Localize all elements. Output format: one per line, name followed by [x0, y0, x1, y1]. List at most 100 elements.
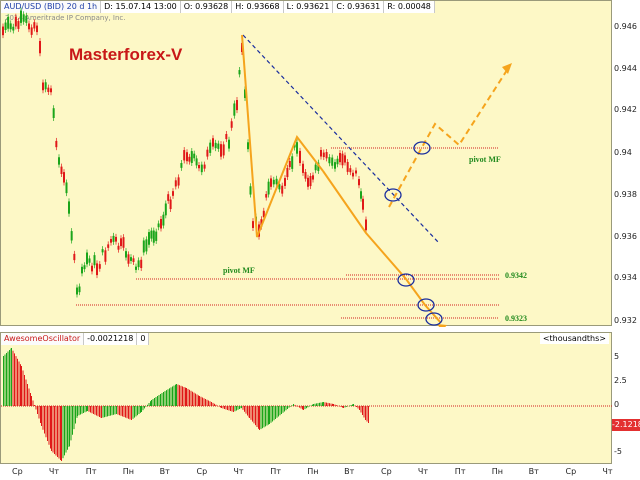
candle-body	[217, 143, 220, 149]
oscillator-pane[interactable]: AwesomeOscillator -0.0021218 0 <thousand…	[0, 332, 613, 465]
time-tick: Пт	[85, 467, 97, 476]
oscillator-bar	[353, 404, 354, 406]
oscillator-bar	[157, 396, 158, 406]
candle-body	[150, 230, 153, 239]
oscillator-unit: <thousandths>	[539, 333, 609, 344]
oscillator-bar	[172, 386, 173, 406]
candle-body	[358, 179, 360, 186]
oscillator-bar	[135, 406, 137, 417]
candle-body	[180, 163, 183, 168]
oscillator-bar	[354, 405, 356, 406]
oscillator-bar	[189, 389, 190, 406]
candle-body	[47, 87, 50, 92]
oscillator-bar	[316, 403, 317, 406]
candle-body	[73, 253, 76, 261]
candle-body	[247, 142, 249, 150]
oscillator-bar	[304, 406, 306, 410]
candle-body	[9, 23, 12, 30]
oscillator-bar	[192, 391, 193, 406]
oscillator-bar	[282, 406, 284, 413]
candle-body	[155, 231, 158, 241]
candle-body	[188, 156, 191, 162]
oscillator-bar	[214, 403, 215, 406]
oscillator-bar	[209, 401, 211, 406]
oscillator-bar	[217, 405, 218, 407]
candle-body	[145, 239, 148, 252]
candle-body	[88, 258, 91, 263]
price-tick: 0.934	[614, 273, 637, 282]
oscillator-bar	[111, 406, 113, 416]
candle-body	[228, 139, 230, 149]
candle-body	[112, 235, 115, 242]
time-axis[interactable]: Ср Чт Пт Пн Вт Ср Чт Пт Пн Вт Ср Чт Пт Пн Вт Ср Чт	[0, 465, 613, 480]
candle-body	[195, 158, 198, 166]
candle-body	[236, 100, 238, 111]
candle-body	[2, 26, 4, 36]
time-tick: Чт	[48, 467, 60, 476]
oscillator-bar	[140, 406, 141, 413]
candle-body	[55, 140, 58, 148]
time-tick: Вт	[159, 467, 170, 476]
oscillator-bar	[360, 406, 362, 413]
oscillator-bar	[329, 403, 330, 406]
pivot-label-lower: pivot MF	[223, 266, 255, 275]
oscillator-axis[interactable]: 5 2.5 0 -2.5 -5	[612, 332, 640, 464]
oscillator-bar	[357, 406, 359, 409]
candle-body	[262, 210, 265, 218]
oscillator-bar	[32, 400, 34, 406]
candle-body	[42, 82, 44, 91]
oscillator-bar	[307, 406, 309, 408]
osc-tick: 0	[614, 400, 620, 409]
candle-body	[328, 157, 331, 164]
candle-body	[52, 108, 55, 119]
candle-body	[334, 162, 336, 169]
projection-up	[388, 66, 510, 208]
oscillator-bar	[317, 403, 319, 406]
candle-body	[244, 89, 246, 98]
oscillator-bar	[190, 390, 192, 406]
candle-body	[233, 103, 236, 116]
candle-body	[160, 219, 162, 229]
oscillator-bar	[40, 406, 41, 423]
oscillator-bar	[73, 406, 75, 430]
oscillator-bar	[154, 398, 155, 406]
oscillator-bar	[252, 406, 253, 422]
candle-body	[352, 172, 354, 177]
oscillator-bar	[87, 406, 88, 411]
candle-body	[44, 82, 47, 90]
oscillator-bar	[233, 406, 234, 412]
symbol-label[interactable]: AUD/USD (BID) 20 d 1h	[1, 1, 102, 13]
oscillator-bar	[287, 406, 288, 409]
oscillator-bar	[247, 406, 248, 416]
oscillator-bar	[182, 386, 183, 406]
price-axis[interactable]: 0.946 0.944 0.942 0.94 0.938 0.936 0.934…	[612, 0, 640, 326]
candle-body	[107, 244, 110, 248]
candle-body	[20, 10, 22, 23]
oscillator-bar	[67, 406, 68, 450]
oscillator-bar	[312, 404, 313, 406]
oscillator-bar	[346, 406, 347, 407]
candle-body	[267, 181, 270, 195]
price-plot[interactable]	[1, 1, 613, 327]
price-tick: 0.944	[614, 64, 637, 73]
candle-body	[127, 254, 130, 264]
oscillator-bar	[99, 406, 100, 417]
oscillator-plot[interactable]	[1, 333, 613, 465]
oscillator-bar	[296, 405, 297, 407]
oscillator-bar	[218, 406, 220, 407]
time-tick: Вт	[344, 467, 355, 476]
price-tick: 0.938	[614, 190, 637, 199]
oscillator-bar	[344, 406, 346, 408]
oscillator-bar	[342, 406, 343, 408]
candle-body	[320, 149, 322, 157]
time-tick: Пн	[122, 467, 134, 476]
copyright-text: 2014 Ameritrade IP Company, Inc.	[5, 14, 126, 22]
price-pane[interactable]: AUD/USD (BID) 20 d 1h D: 15.07.14 13:00 …	[0, 0, 613, 327]
candle-body	[322, 152, 325, 158]
oscillator-name[interactable]: AwesomeOscillator	[1, 333, 85, 345]
oscillator-bar	[333, 404, 334, 406]
oscillator-bar	[132, 406, 134, 419]
oscillator-bar	[84, 406, 86, 413]
oscillator-bar	[126, 406, 128, 419]
oscillator-bar	[255, 406, 256, 426]
